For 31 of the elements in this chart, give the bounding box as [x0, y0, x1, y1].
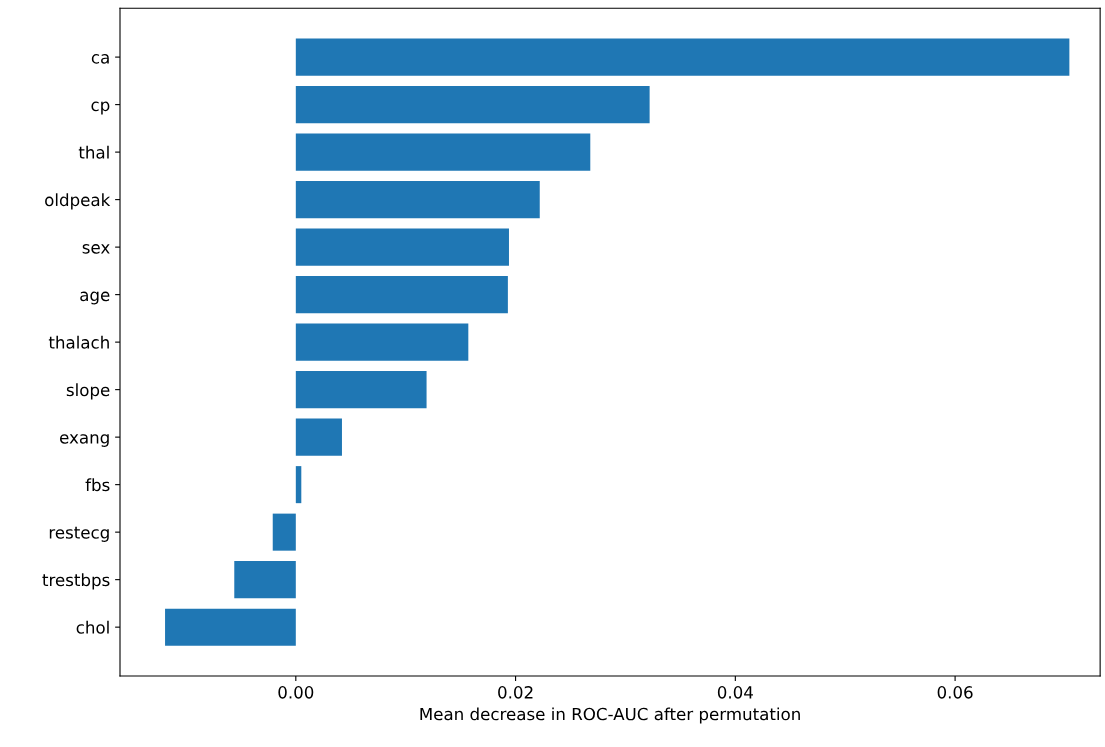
- y-tick-label: exang: [60, 434, 109, 447]
- y-tick-label: slope: [66, 383, 110, 400]
- y-tick-label: thal: [78, 145, 109, 159]
- y-tick-label: oldpeak: [45, 193, 111, 210]
- bar: [295, 228, 509, 266]
- bar: [295, 276, 508, 314]
- y-tick-label: fbs: [85, 478, 110, 492]
- bar: [295, 38, 1070, 76]
- bar: [165, 608, 296, 646]
- bar: [295, 86, 650, 124]
- x-axis-title: Mean decrease in ROC-AUC after permutation: [420, 707, 800, 724]
- bar: [295, 466, 302, 504]
- bar: [295, 371, 427, 409]
- bar: [295, 323, 469, 361]
- x-tick-label: 0.04: [717, 686, 753, 699]
- y-tick-label: age: [80, 291, 110, 305]
- bar: [295, 418, 342, 456]
- y-tick-label: sex: [82, 244, 110, 254]
- x-tick-label: 0.00: [278, 686, 314, 699]
- y-tick-label: cp: [91, 101, 110, 115]
- y-tick-label: thalach: [48, 335, 109, 349]
- bar: [272, 513, 296, 551]
- y-tick-label: chol: [76, 620, 109, 634]
- y-tick-label: ca: [91, 54, 109, 64]
- bar: [234, 561, 296, 599]
- x-tick-label: 0.02: [498, 686, 533, 699]
- bar: [295, 133, 591, 171]
- bar: [295, 181, 540, 219]
- y-tick-label: restecg: [49, 526, 109, 542]
- y-tick-label: trestbps: [42, 573, 110, 590]
- x-tick-label: 0.06: [937, 686, 973, 699]
